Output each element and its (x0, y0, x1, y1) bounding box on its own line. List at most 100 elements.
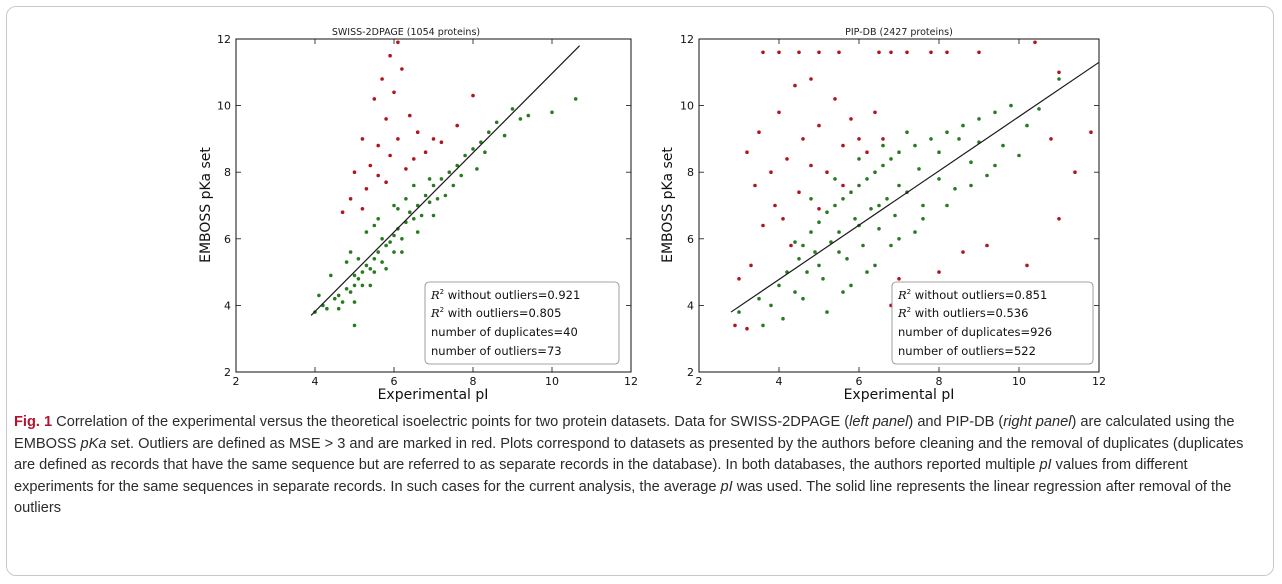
right-inlier-point (977, 117, 981, 121)
right-xtick-label: 12 (1092, 375, 1106, 388)
left-inlier-point (380, 237, 384, 241)
right-outlier-point (801, 137, 805, 141)
caption-pi-2: pI (720, 478, 733, 495)
left-outlier-point (384, 117, 388, 121)
left-outlier-point (388, 53, 392, 58)
left-outlier-point (372, 97, 377, 101)
left-inlier-point (526, 113, 531, 118)
right-inlier-point (945, 130, 949, 134)
right-inlier-point (817, 220, 821, 224)
right-x-ticks: 2 4 6 8 10 12 (696, 39, 1106, 388)
right-xtick-label: 10 (1012, 375, 1026, 388)
right-inlier-point (945, 203, 949, 208)
right-outlier-point (1057, 70, 1061, 75)
figure-caption: Fig. 1 Correlation of the experimental v… (14, 412, 1266, 520)
right-outlier-point (929, 50, 933, 55)
left-inlier-point (352, 273, 357, 278)
right-inlier-point (937, 177, 941, 181)
right-outlier-point (797, 50, 801, 55)
caption-left-panel: left panel (849, 414, 909, 430)
right-inlier-point (793, 290, 797, 294)
left-inlier-point (372, 270, 377, 274)
right-inlier-point (833, 177, 837, 181)
left-inlier-point (443, 193, 448, 198)
left-inlier-point (475, 167, 479, 171)
left-outlier-point (376, 143, 381, 148)
right-ytick-label: 6 (687, 233, 694, 246)
left-xtick-label: 4 (312, 375, 319, 388)
left-outlier-point (439, 140, 444, 144)
left-inlier-point (463, 153, 467, 158)
left-stat-1: R2 with outliers=0.805 (430, 306, 561, 320)
left-inlier-point (487, 130, 491, 134)
right-inlier-point (737, 310, 741, 314)
right-inlier-point (993, 110, 997, 115)
right-outlier-point (961, 250, 965, 254)
left-inlier-point (431, 213, 436, 218)
right-outlier-point (789, 243, 793, 248)
right-outlier-point (793, 83, 797, 88)
left-inlier-point (412, 183, 416, 188)
right-inlier-point (841, 197, 845, 201)
left-inlier-point (336, 306, 341, 311)
right-inlier-point (969, 183, 973, 188)
right-outlier-point (785, 157, 789, 161)
right-inlier-point (817, 263, 821, 268)
right-inlier-point (809, 230, 813, 234)
left-stat-0: R2 without outliers=0.921 (430, 288, 580, 302)
left-outlier-point (348, 197, 353, 201)
right-scatter-points (733, 40, 1093, 331)
right-stat-0: R2 without outliers=0.851 (897, 288, 1047, 302)
left-outlier-point (340, 210, 345, 214)
left-y-ticks: 2 4 6 8 10 12 (217, 33, 631, 379)
right-inlier-point (873, 263, 877, 268)
right-inlier-point (845, 257, 849, 261)
left-outlier-point (392, 90, 396, 95)
left-xtick-label: 6 (391, 375, 398, 388)
right-inlier-point (897, 150, 901, 154)
right-inlier-point (837, 250, 841, 254)
right-inlier-point (969, 160, 973, 164)
right-inlier-point (865, 270, 869, 274)
right-outlier-point (825, 170, 829, 174)
right-inlier-point (841, 290, 845, 294)
left-inlier-point (356, 257, 361, 261)
caption-right-panel: right panel (1003, 414, 1072, 430)
left-inlier-point (483, 150, 487, 154)
right-inlier-point (889, 243, 893, 248)
left-inlier-point (427, 177, 432, 181)
left-inlier-point (384, 243, 388, 248)
right-outlier-point (945, 50, 949, 55)
right-outlier-point (877, 50, 881, 55)
right-outlier-point (865, 150, 869, 154)
right-outlier-point (837, 50, 841, 55)
left-inlier-point (510, 107, 515, 111)
left-inlier-point (364, 263, 369, 268)
right-x-axis-label: Experimental pI (844, 387, 955, 403)
left-ytick-label: 2 (224, 366, 231, 379)
left-outlier-point (380, 77, 384, 81)
left-outlier-point (396, 40, 400, 45)
left-outlier-point (423, 150, 428, 154)
right-inlier-point (913, 230, 917, 234)
right-inlier-point (797, 257, 801, 261)
left-ytick-label: 8 (224, 166, 231, 179)
right-outlier-point (1025, 263, 1029, 268)
right-outlier-point (1073, 170, 1077, 174)
right-outlier-point (873, 110, 877, 115)
caption-text-2: ) and PIP-DB ( (908, 414, 1004, 430)
right-inlier-point (1057, 77, 1061, 81)
left-inlier-point (392, 250, 396, 254)
caption-text-5: values from different experiments for th… (14, 457, 1188, 495)
right-inlier-point (961, 123, 965, 128)
right-inlier-point (893, 213, 897, 218)
left-inlier-point (455, 163, 460, 168)
right-ytick-label: 4 (687, 299, 694, 312)
right-outlier-point (769, 170, 773, 174)
right-ytick-label: 2 (687, 366, 694, 379)
left-xtick-label: 12 (624, 375, 638, 388)
left-inlier-point (550, 110, 554, 115)
left-inlier-point (352, 283, 357, 288)
right-outlier-point (889, 50, 893, 55)
right-inlier-point (833, 203, 837, 208)
